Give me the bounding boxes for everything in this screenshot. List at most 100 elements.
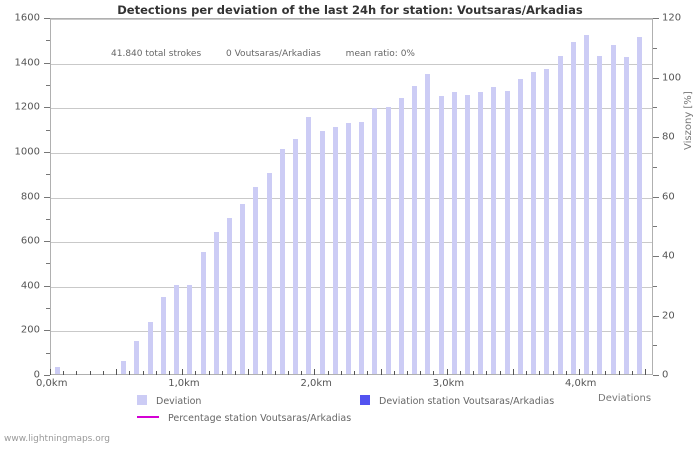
x-axis-tick (526, 371, 528, 375)
y-axis-left-tick (44, 196, 50, 198)
bar (385, 107, 391, 374)
plot-area: 41.840 total strokes 0 Voutsaras/Arkadia… (50, 18, 653, 375)
x-axis-tick (248, 369, 250, 375)
bar (279, 148, 285, 374)
y-axis-left-tick (44, 285, 50, 287)
bar (544, 69, 550, 374)
bar (266, 173, 272, 374)
x-axis-tick (288, 371, 290, 375)
y-axis-right-tick-label: 100 (662, 72, 682, 83)
gridline (51, 197, 652, 199)
bar (570, 41, 576, 374)
footer-url: www.lightningmaps.org (4, 434, 110, 444)
x-axis-tick (407, 371, 409, 375)
gridline (51, 63, 652, 65)
chart-annotations: 41.840 total strokes 0 Voutsaras/Arkadia… (111, 49, 415, 59)
y-axis-left-tick (44, 107, 50, 109)
x-axis-tick-label: 2,0km (300, 378, 332, 389)
bar (636, 37, 642, 374)
bar (160, 297, 166, 374)
x-axis-tick (486, 371, 488, 375)
x-axis-tick (102, 371, 104, 375)
x-axis-tick (433, 371, 435, 375)
annotation-mean-ratio: mean ratio: 0% (345, 49, 415, 59)
bar (425, 73, 431, 374)
bar (147, 321, 153, 374)
x-axis-tick (142, 371, 144, 375)
y-axis-left-tick (44, 18, 50, 19)
y-axis-left-tick (46, 174, 50, 176)
x-axis-tick-label: 3,0km (432, 378, 465, 389)
y-axis-left-tick-label: 1400 (14, 57, 40, 69)
gridline (51, 331, 652, 333)
y-axis-left-tick (44, 151, 50, 153)
x-axis-tick (565, 371, 567, 375)
gridline (51, 108, 652, 110)
x-axis-tick (63, 371, 65, 375)
y-axis-left-tick-label: 1600 (14, 12, 40, 24)
x-axis-tick (301, 371, 303, 375)
x-axis-tick (129, 371, 131, 375)
y-axis-left-tick (46, 40, 50, 42)
y-axis-right-tick (653, 166, 657, 168)
x-axis-tick (169, 371, 170, 375)
y-axis-right-tick (653, 137, 659, 138)
y-axis-left-tick-label: 1000 (14, 146, 40, 158)
x-axis-tick (605, 371, 607, 375)
legend-label-percentage-station: Percentage station Voutsaras/Arkadias (168, 413, 352, 424)
x-axis-tick (50, 369, 51, 375)
bar (359, 121, 365, 374)
x-axis-tick (499, 371, 501, 375)
x-axis-tick (473, 371, 475, 375)
x-axis-tick (512, 369, 514, 375)
y-axis-right-tick (653, 196, 659, 198)
bar (293, 138, 299, 374)
legend-item-deviation-station: Deviation station Voutsaras/Arkadias (360, 395, 554, 407)
x-axis-tick-label: 1,0km (168, 378, 200, 389)
x-axis-tick (367, 371, 369, 375)
x-axis-tick (631, 371, 633, 375)
bar (332, 127, 338, 374)
bar (121, 360, 127, 374)
bar (557, 56, 563, 374)
y-axis-right-tick (653, 345, 657, 347)
chart-legend: Deviation Deviation station Voutsaras/Ar… (0, 392, 700, 432)
y-axis-right-tick (653, 285, 657, 287)
bar (200, 252, 206, 374)
x-axis-tick (354, 371, 356, 375)
bar (227, 217, 233, 374)
x-axis-tick (89, 371, 91, 375)
y-axis-right-tick (653, 107, 657, 109)
x-axis-tick-label: 0,0km (36, 378, 68, 389)
bar (465, 95, 471, 374)
legend-swatch-percentage-station (137, 416, 159, 418)
x-axis-tick (76, 371, 78, 375)
bar (174, 284, 180, 374)
legend-swatch-deviation-station (360, 395, 370, 405)
bar (372, 108, 378, 374)
bar (253, 186, 259, 374)
chart-title: Detections per deviation of the last 24h… (117, 3, 583, 17)
x-axis-tick (393, 371, 395, 375)
bar (187, 284, 193, 374)
x-axis-tick (235, 371, 237, 375)
bar (517, 79, 523, 374)
x-axis-tick (539, 371, 541, 375)
y-axis-left-tick (46, 352, 50, 354)
annotation-station-strokes: 0 Voutsaras/Arkadias (226, 49, 321, 59)
y-axis-left-tick (46, 263, 50, 265)
x-axis-tick (578, 369, 580, 375)
legend-item-percentage-station: Percentage station Voutsaras/Arkadias (137, 413, 351, 424)
y-axis-left-tick-label: 600 (20, 235, 40, 247)
y-axis-right-tick (653, 18, 659, 19)
x-axis-label: Deviations (598, 393, 652, 404)
legend-item-deviation: Deviation (137, 395, 201, 407)
y-axis-right-tick (653, 77, 659, 79)
y-axis-right-label: Viszony [%] (683, 91, 695, 150)
y-axis-right-tick-label: 60 (662, 191, 675, 202)
y-axis-left-tick (44, 330, 50, 332)
bar-series-deviation (51, 19, 652, 374)
y-axis-left-tick (44, 62, 50, 64)
bar (319, 130, 325, 374)
